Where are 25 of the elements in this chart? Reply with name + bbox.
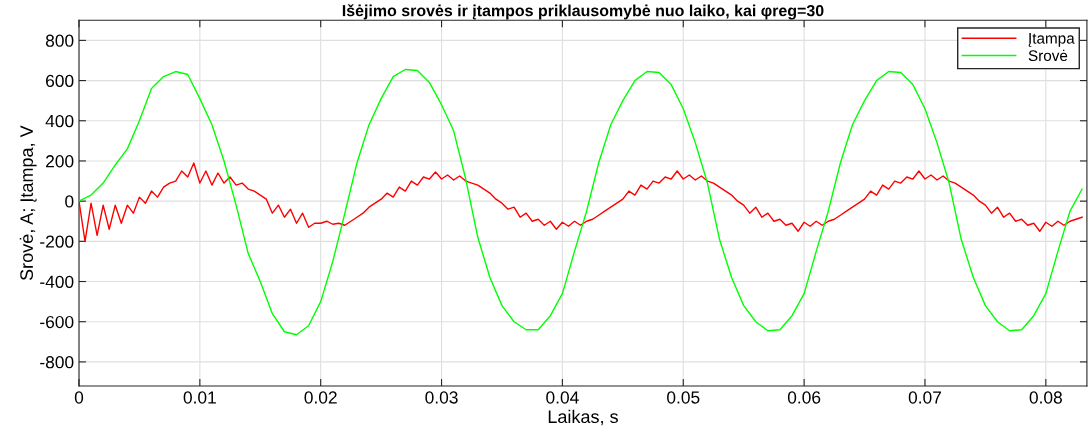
y-tick-label: 200 [46, 155, 74, 168]
x-tick-label: 0.08 [1029, 391, 1062, 404]
x-tick-label: 0.05 [667, 391, 700, 404]
x-tick-label: 0.02 [304, 391, 337, 404]
y-tick-label: 400 [45, 114, 74, 128]
y-tick-label: 0 [65, 195, 74, 208]
x-tick-label: 0.01 [183, 391, 216, 404]
y-tick-label: -600 [40, 315, 74, 329]
x-axis-title: Laikas, s [548, 409, 618, 426]
y-tick-label: -800 [40, 356, 74, 369]
x-tick-label: 0.06 [787, 391, 821, 404]
x-tick-label: 0.03 [425, 391, 458, 404]
chart-title: Išėjimo srovės ir įtampos priklausomybė nuo laiko, kai φreg=30 [342, 4, 824, 20]
y-tick-label: 600 [46, 74, 74, 88]
y-axis-title: Srovė, A; Įtampa, V [19, 125, 37, 281]
x-tick-label: 0 [74, 391, 84, 404]
x-tick-label: 0.04 [546, 391, 579, 404]
line-series [78, 68, 1083, 336]
legend-label: Įtampa [1028, 33, 1075, 47]
legend-label: Srovė [1028, 49, 1068, 62]
y-tick-label: 800 [45, 34, 74, 47]
y-tick-label: -200 [40, 235, 74, 248]
line-series [78, 162, 1083, 243]
y-tick-label: -400 [40, 275, 74, 288]
x-tick-label: 0.07 [908, 391, 941, 404]
